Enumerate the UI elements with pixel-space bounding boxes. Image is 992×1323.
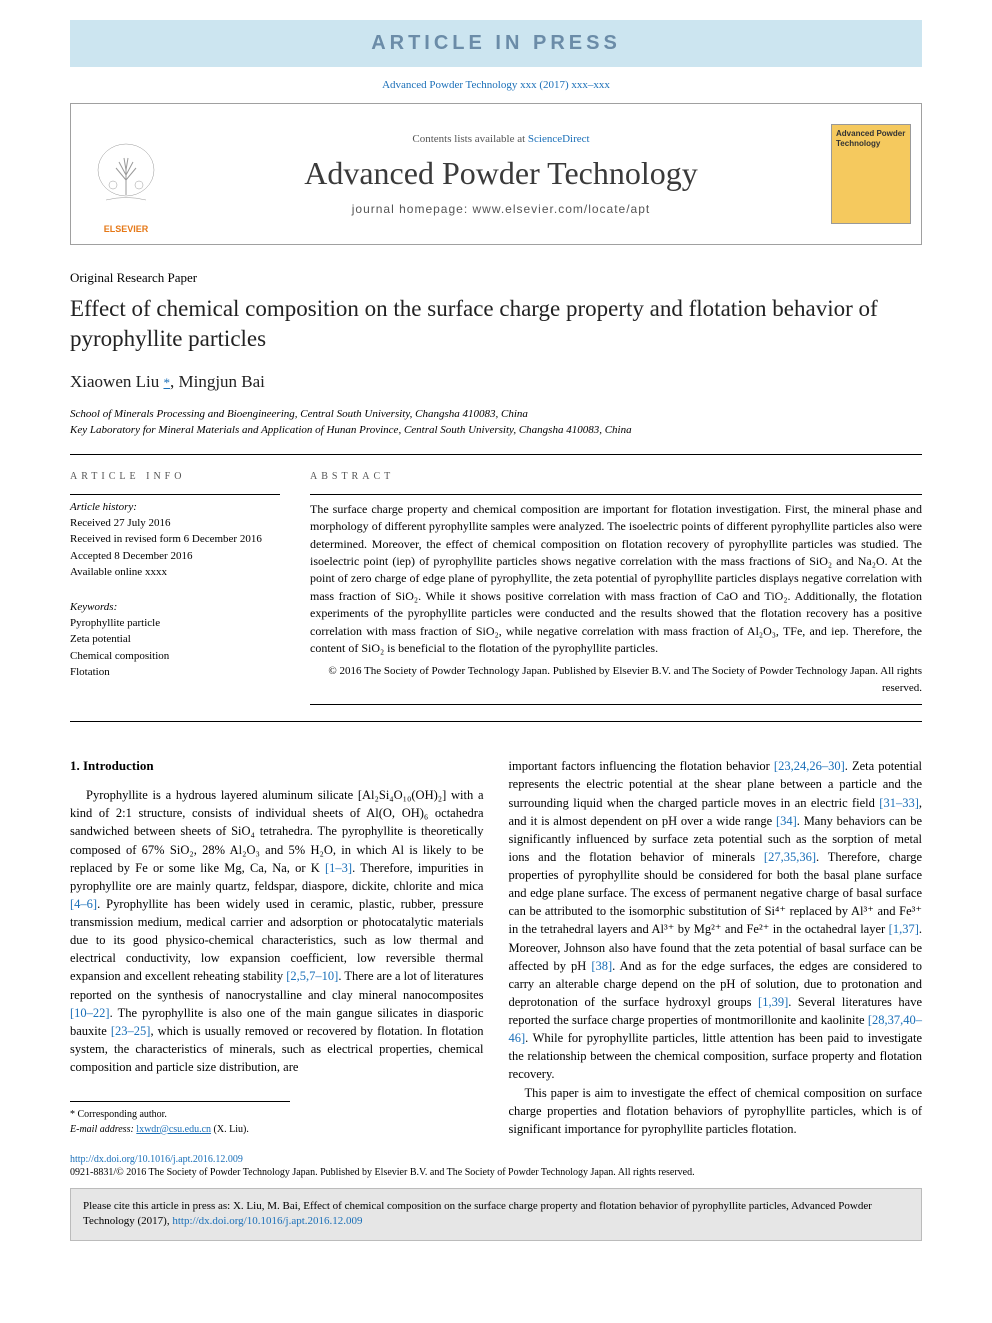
ref-link[interactable]: [23–25]	[111, 1024, 151, 1038]
ref-link[interactable]: [38]	[591, 959, 612, 973]
affiliation-1: School of Minerals Processing and Bioeng…	[70, 406, 922, 423]
ref-link[interactable]: [2,5,7–10]	[286, 969, 338, 983]
sciencedirect-link[interactable]: ScienceDirect	[528, 133, 590, 145]
cite-this-article-box: Please cite this article in press as: X.…	[70, 1188, 922, 1241]
abstract-divider	[310, 494, 922, 495]
email-suffix: (X. Liu).	[211, 1124, 249, 1135]
intro-continuation: important factors influencing the flotat…	[509, 757, 923, 1083]
intro-paragraph-2: This paper is aim to investigate the eff…	[509, 1084, 923, 1138]
homepage-prefix: journal homepage:	[352, 202, 473, 216]
contents-link-line: Contents lists available at ScienceDirec…	[171, 133, 831, 145]
keywords-label: Keywords:	[70, 601, 280, 613]
history-item: Available online xxxx	[70, 564, 280, 581]
email-line: E-mail address: lxwdr@csu.edu.cn (X. Liu…	[70, 1123, 290, 1138]
history-item: Received in revised form 6 December 2016	[70, 531, 280, 548]
corresponding-footer: * Corresponding author. E-mail address: …	[70, 1101, 290, 1137]
corr-label: * Corresponding author.	[70, 1108, 290, 1123]
article-in-press-banner: ARTICLE IN PRESS	[70, 20, 922, 67]
info-abstract-row: ARTICLE INFO Article history: Received 2…	[70, 465, 922, 712]
abstract-text: The surface charge property and chemical…	[310, 501, 922, 658]
abstract-header: ABSTRACT	[310, 471, 922, 482]
article-info-header: ARTICLE INFO	[70, 471, 280, 482]
column-right: important factors influencing the flotat…	[509, 757, 923, 1138]
text-run: important factors influencing the flotat…	[509, 759, 774, 773]
main-content: Original Research Paper Effect of chemic…	[0, 245, 992, 1148]
citation-line: Advanced Powder Technology xxx (2017) xx…	[0, 67, 992, 103]
elsevier-label: ELSEVIER	[104, 224, 149, 234]
body-columns: 1. Introduction Pyrophyllite is a hydrou…	[70, 757, 922, 1138]
cite-doi-link[interactable]: http://dx.doi.org/10.1016/j.apt.2016.12.…	[172, 1215, 362, 1227]
column-left: 1. Introduction Pyrophyllite is a hydrou…	[70, 757, 484, 1138]
ref-link[interactable]: [1,37]	[889, 922, 919, 936]
authors: Xiaowen Liu *, Mingjun Bai	[70, 372, 922, 392]
paper-type: Original Research Paper	[70, 270, 922, 286]
info-divider	[70, 494, 280, 495]
intro-paragraph-1: Pyrophyllite is a hydrous layered alumin…	[70, 786, 484, 1076]
paper-title: Effect of chemical composition on the su…	[70, 294, 922, 354]
author-2: , Mingjun Bai	[170, 372, 265, 391]
abstract-bottom-divider	[310, 704, 922, 705]
text-run: . While for pyrophyllite particles, litt…	[509, 1031, 923, 1081]
keyword: Pyrophyllite particle	[70, 615, 280, 632]
keyword: Chemical composition	[70, 648, 280, 665]
ref-link[interactable]: [34]	[776, 814, 797, 828]
ref-link[interactable]: [4–6]	[70, 897, 97, 911]
ref-link[interactable]: [31–33]	[879, 796, 919, 810]
history-item: Received 27 July 2016	[70, 515, 280, 532]
doi-link[interactable]: http://dx.doi.org/10.1016/j.apt.2016.12.…	[70, 1154, 922, 1165]
email-link[interactable]: lxwdr@csu.edu.cn	[136, 1124, 211, 1135]
divider	[70, 454, 922, 455]
doi-url[interactable]: http://dx.doi.org/10.1016/j.apt.2016.12.…	[70, 1154, 243, 1165]
journal-cover-thumbnail: Advanced Powder Technology	[831, 124, 911, 224]
homepage-url: www.elsevier.com/locate/apt	[473, 202, 651, 216]
ref-link[interactable]: [23,24,26–30]	[774, 759, 845, 773]
ref-link[interactable]: [1–3]	[325, 861, 352, 875]
bottom-copyright: 0921-8831/© 2016 The Society of Powder T…	[70, 1167, 922, 1178]
ref-link[interactable]: [10–22]	[70, 1006, 110, 1020]
journal-header: ELSEVIER Contents lists available at Sci…	[70, 103, 922, 245]
journal-title: Advanced Powder Technology	[171, 155, 831, 192]
author-1: Xiaowen Liu	[70, 372, 159, 391]
article-info-column: ARTICLE INFO Article history: Received 2…	[70, 465, 280, 712]
cover-text: Advanced Powder Technology	[836, 129, 906, 150]
keyword: Flotation	[70, 664, 280, 681]
history-item: Accepted 8 December 2016	[70, 548, 280, 565]
ref-link[interactable]: [1,39]	[758, 995, 788, 1009]
affiliations: School of Minerals Processing and Bioeng…	[70, 406, 922, 439]
elsevier-tree-icon	[91, 140, 161, 220]
contents-prefix: Contents lists available at	[412, 133, 527, 145]
keyword: Zeta potential	[70, 631, 280, 648]
journal-center: Contents lists available at ScienceDirec…	[171, 133, 831, 216]
ref-link[interactable]: [27,35,36]	[764, 850, 816, 864]
elsevier-logo: ELSEVIER	[81, 114, 171, 234]
divider	[70, 721, 922, 722]
history-label: Article history:	[70, 501, 280, 513]
section-title: 1. Introduction	[70, 757, 484, 776]
abstract-column: ABSTRACT The surface charge property and…	[310, 465, 922, 712]
journal-homepage: journal homepage: www.elsevier.com/locat…	[171, 202, 831, 216]
affiliation-2: Key Laboratory for Mineral Materials and…	[70, 422, 922, 439]
email-label: E-mail address:	[70, 1124, 136, 1135]
abstract-copyright: © 2016 The Society of Powder Technology …	[310, 663, 922, 696]
